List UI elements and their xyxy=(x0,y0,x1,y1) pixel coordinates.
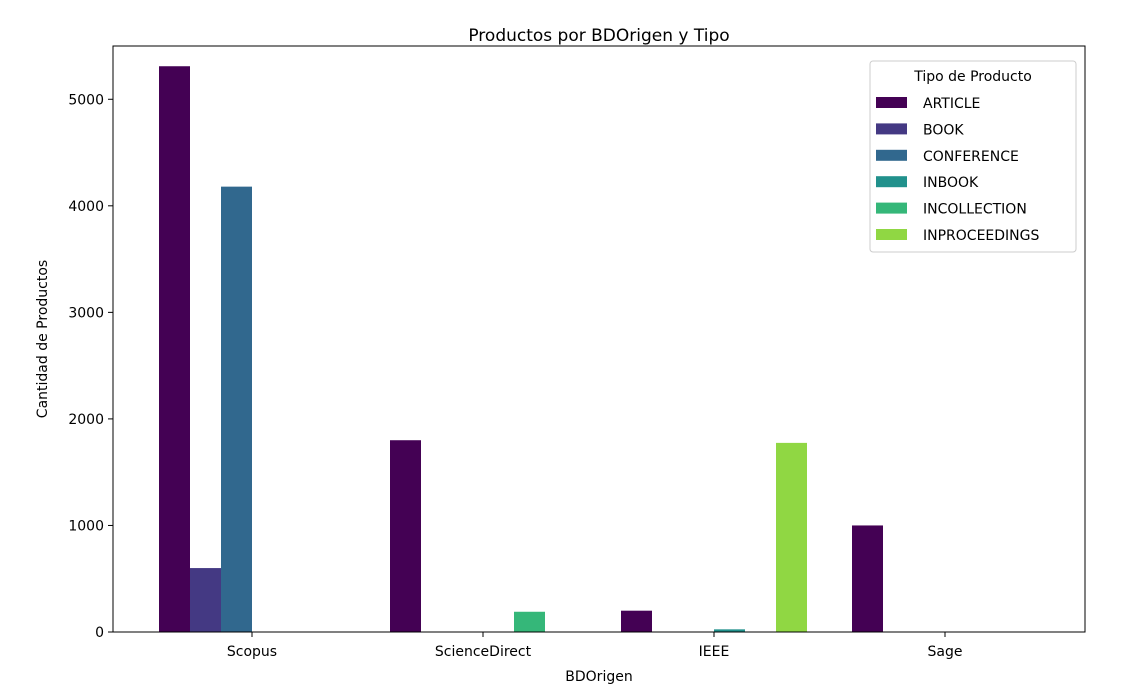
y-axis: 0 1000 2000 3000 4000 5000 xyxy=(68,92,113,641)
legend-swatch xyxy=(876,229,907,240)
legend-swatch xyxy=(876,176,907,188)
legend-entries: ARTICLE BOOK CONFERENCE INBOOK INCOLLECTION I… xyxy=(876,96,1039,244)
x-axis: Scopus ScienceDirect IEEE Sage xyxy=(227,632,963,660)
y-axis-label: Cantidad de Productos xyxy=(35,260,51,418)
legend: Tipo de Producto ARTICLE BOOK CONFERENCE IN… xyxy=(869,60,1077,253)
legend-label: CONFERENCE xyxy=(923,149,1019,165)
legend-label: INPROCEEDINGS xyxy=(923,228,1039,244)
y-tick-label: 1000 xyxy=(68,518,104,534)
x-tick-label: Scopus xyxy=(227,644,277,660)
bar xyxy=(621,610,652,632)
legend-label: BOOK xyxy=(923,122,964,138)
bar xyxy=(390,440,421,632)
y-tick-label: 4000 xyxy=(68,199,104,215)
y-tick-label: 0 xyxy=(95,625,104,641)
bar xyxy=(714,629,745,632)
y-tick-label: 2000 xyxy=(68,412,104,428)
x-tick-label: IEEE xyxy=(699,644,730,660)
plot-frame xyxy=(112,45,1086,633)
x-axis-label: BDOrigen xyxy=(565,669,632,685)
x-tick-label: Sage xyxy=(928,644,963,660)
bars-layer xyxy=(159,66,883,633)
legend-label: INBOOK xyxy=(923,175,979,191)
legend-label: INCOLLECTION xyxy=(923,202,1027,218)
bar xyxy=(190,568,221,632)
legend-title: Tipo de Producto xyxy=(913,69,1032,85)
legend-frame xyxy=(869,60,1077,253)
legend-swatch xyxy=(876,202,907,214)
x-tick-label: ScienceDirect xyxy=(435,644,532,660)
bar xyxy=(776,442,807,632)
bar xyxy=(221,186,252,632)
bar xyxy=(159,66,190,633)
legend-swatch xyxy=(876,123,907,135)
bar xyxy=(852,525,883,632)
y-tick-label: 5000 xyxy=(68,92,104,108)
bar xyxy=(514,611,545,632)
legend-label: ARTICLE xyxy=(923,96,980,112)
y-tick-label: 3000 xyxy=(68,305,104,321)
chart-title: Productos por BDOrigen y Tipo xyxy=(468,26,729,46)
legend-swatch xyxy=(876,149,907,161)
legend-swatch xyxy=(876,97,907,108)
